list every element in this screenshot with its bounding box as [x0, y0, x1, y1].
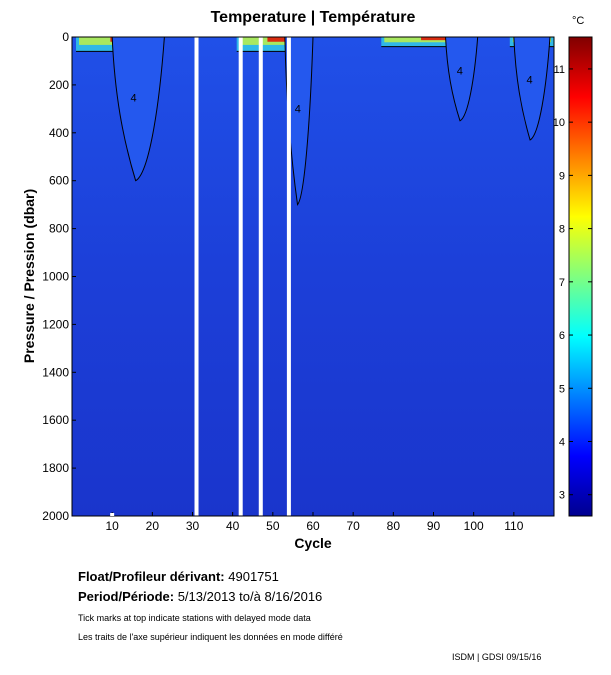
- colorbar-unit: °C: [572, 15, 584, 27]
- x-tick-label: 40: [226, 519, 240, 533]
- y-tick-label: 1400: [42, 365, 69, 379]
- y-tick-label: 1200: [42, 317, 69, 331]
- y-tick-label: 1800: [42, 461, 69, 475]
- x-axis-ticks: 10 20 30 40 50 60 70 80 90 100 110: [105, 512, 524, 533]
- delayed-mode-mark: [110, 513, 115, 516]
- colorbar-tick-label: 7: [559, 277, 565, 289]
- colorbar-ticks: 3 4 5 6 7 8 9 10 11: [553, 64, 592, 502]
- y-tick-label: 1000: [42, 270, 69, 284]
- colorbar-tick-label: 8: [559, 224, 565, 236]
- y-tick-label: 2000: [42, 509, 69, 523]
- y-tick-label: 800: [49, 222, 69, 236]
- colorbar-tick-label: 9: [559, 170, 565, 182]
- colorbar-tick-label: 6: [559, 330, 565, 342]
- colorbar-tick-label: 5: [559, 383, 565, 395]
- colorbar-gradient: [568, 36, 593, 517]
- contour-label: 4: [130, 93, 136, 105]
- colorbar-tick-label: 10: [553, 117, 565, 129]
- y-tick-label: 400: [49, 126, 69, 140]
- missing-cycle-gap: [194, 37, 199, 516]
- credit-line: ISDM | GDSI 09/15/16: [452, 652, 542, 662]
- contour-4c-region: [445, 37, 479, 122]
- x-tick-label: 60: [306, 519, 320, 533]
- contour-4c-region: [513, 37, 551, 141]
- x-tick-label: 10: [105, 519, 119, 533]
- y-tick-label: 600: [49, 174, 69, 188]
- colorbar-tick-label: 4: [559, 436, 565, 448]
- x-axis-label: Cycle: [294, 535, 332, 551]
- missing-cycle-gap: [238, 37, 243, 516]
- float-info: Float/Profileur dérivant: 4901751: [78, 569, 279, 584]
- y-tick-label: 0: [62, 30, 69, 44]
- period-info: Period/Période: 5/13/2013 to/à 8/16/2016: [78, 589, 322, 604]
- colorbar-tick-label: 3: [559, 490, 565, 502]
- contour-label: 4: [295, 103, 301, 115]
- x-tick-label: 100: [464, 519, 484, 533]
- missing-cycle-gap: [286, 37, 291, 516]
- period-label: Period/Période:: [78, 589, 175, 604]
- contour-label: 4: [457, 66, 463, 78]
- missing-cycle-gaps: [194, 37, 291, 516]
- plot-area: 4 4 4 4: [72, 37, 554, 516]
- missing-cycle-gap: [258, 37, 263, 516]
- warm-layer-core: [421, 37, 452, 41]
- note-french: Les traits de l'axe supérieur indiquent …: [78, 632, 343, 642]
- note-english: Tick marks at top indicate stations with…: [78, 613, 311, 623]
- colorbar: 3 4 5 6 7 8 9 10 11 °C: [553, 15, 593, 517]
- y-axis-ticks: 0 200 400 600 800 1000 1200 1400 1600 1800 2000: [42, 30, 76, 523]
- y-tick-label: 1600: [42, 413, 69, 427]
- x-tick-label: 110: [504, 519, 523, 533]
- chart-title: Temperature | Température: [211, 9, 416, 26]
- contour-label: 4: [526, 74, 532, 86]
- warm-layer-core: [267, 37, 292, 42]
- contour-4c-regions: 4 4 4 4: [111, 37, 551, 206]
- x-tick-label: 90: [427, 519, 441, 533]
- y-axis-label: Pressure / Pression (dbar): [21, 189, 37, 363]
- x-tick-label: 20: [146, 519, 160, 533]
- y-tick-label: 200: [49, 78, 69, 92]
- x-tick-label: 30: [186, 519, 200, 533]
- period-value: 5/13/2013 to/à 8/16/2016: [177, 589, 323, 604]
- x-tick-label: 80: [387, 519, 401, 533]
- colorbar-tick-label: 11: [554, 64, 565, 76]
- contour-4c-region: [111, 37, 165, 182]
- float-id: 4901751: [228, 569, 279, 584]
- delayed-mode-marks: [110, 513, 115, 516]
- x-tick-label: 70: [346, 519, 360, 533]
- x-tick-label: 50: [266, 519, 280, 533]
- float-label: Float/Profileur dérivant:: [78, 569, 225, 584]
